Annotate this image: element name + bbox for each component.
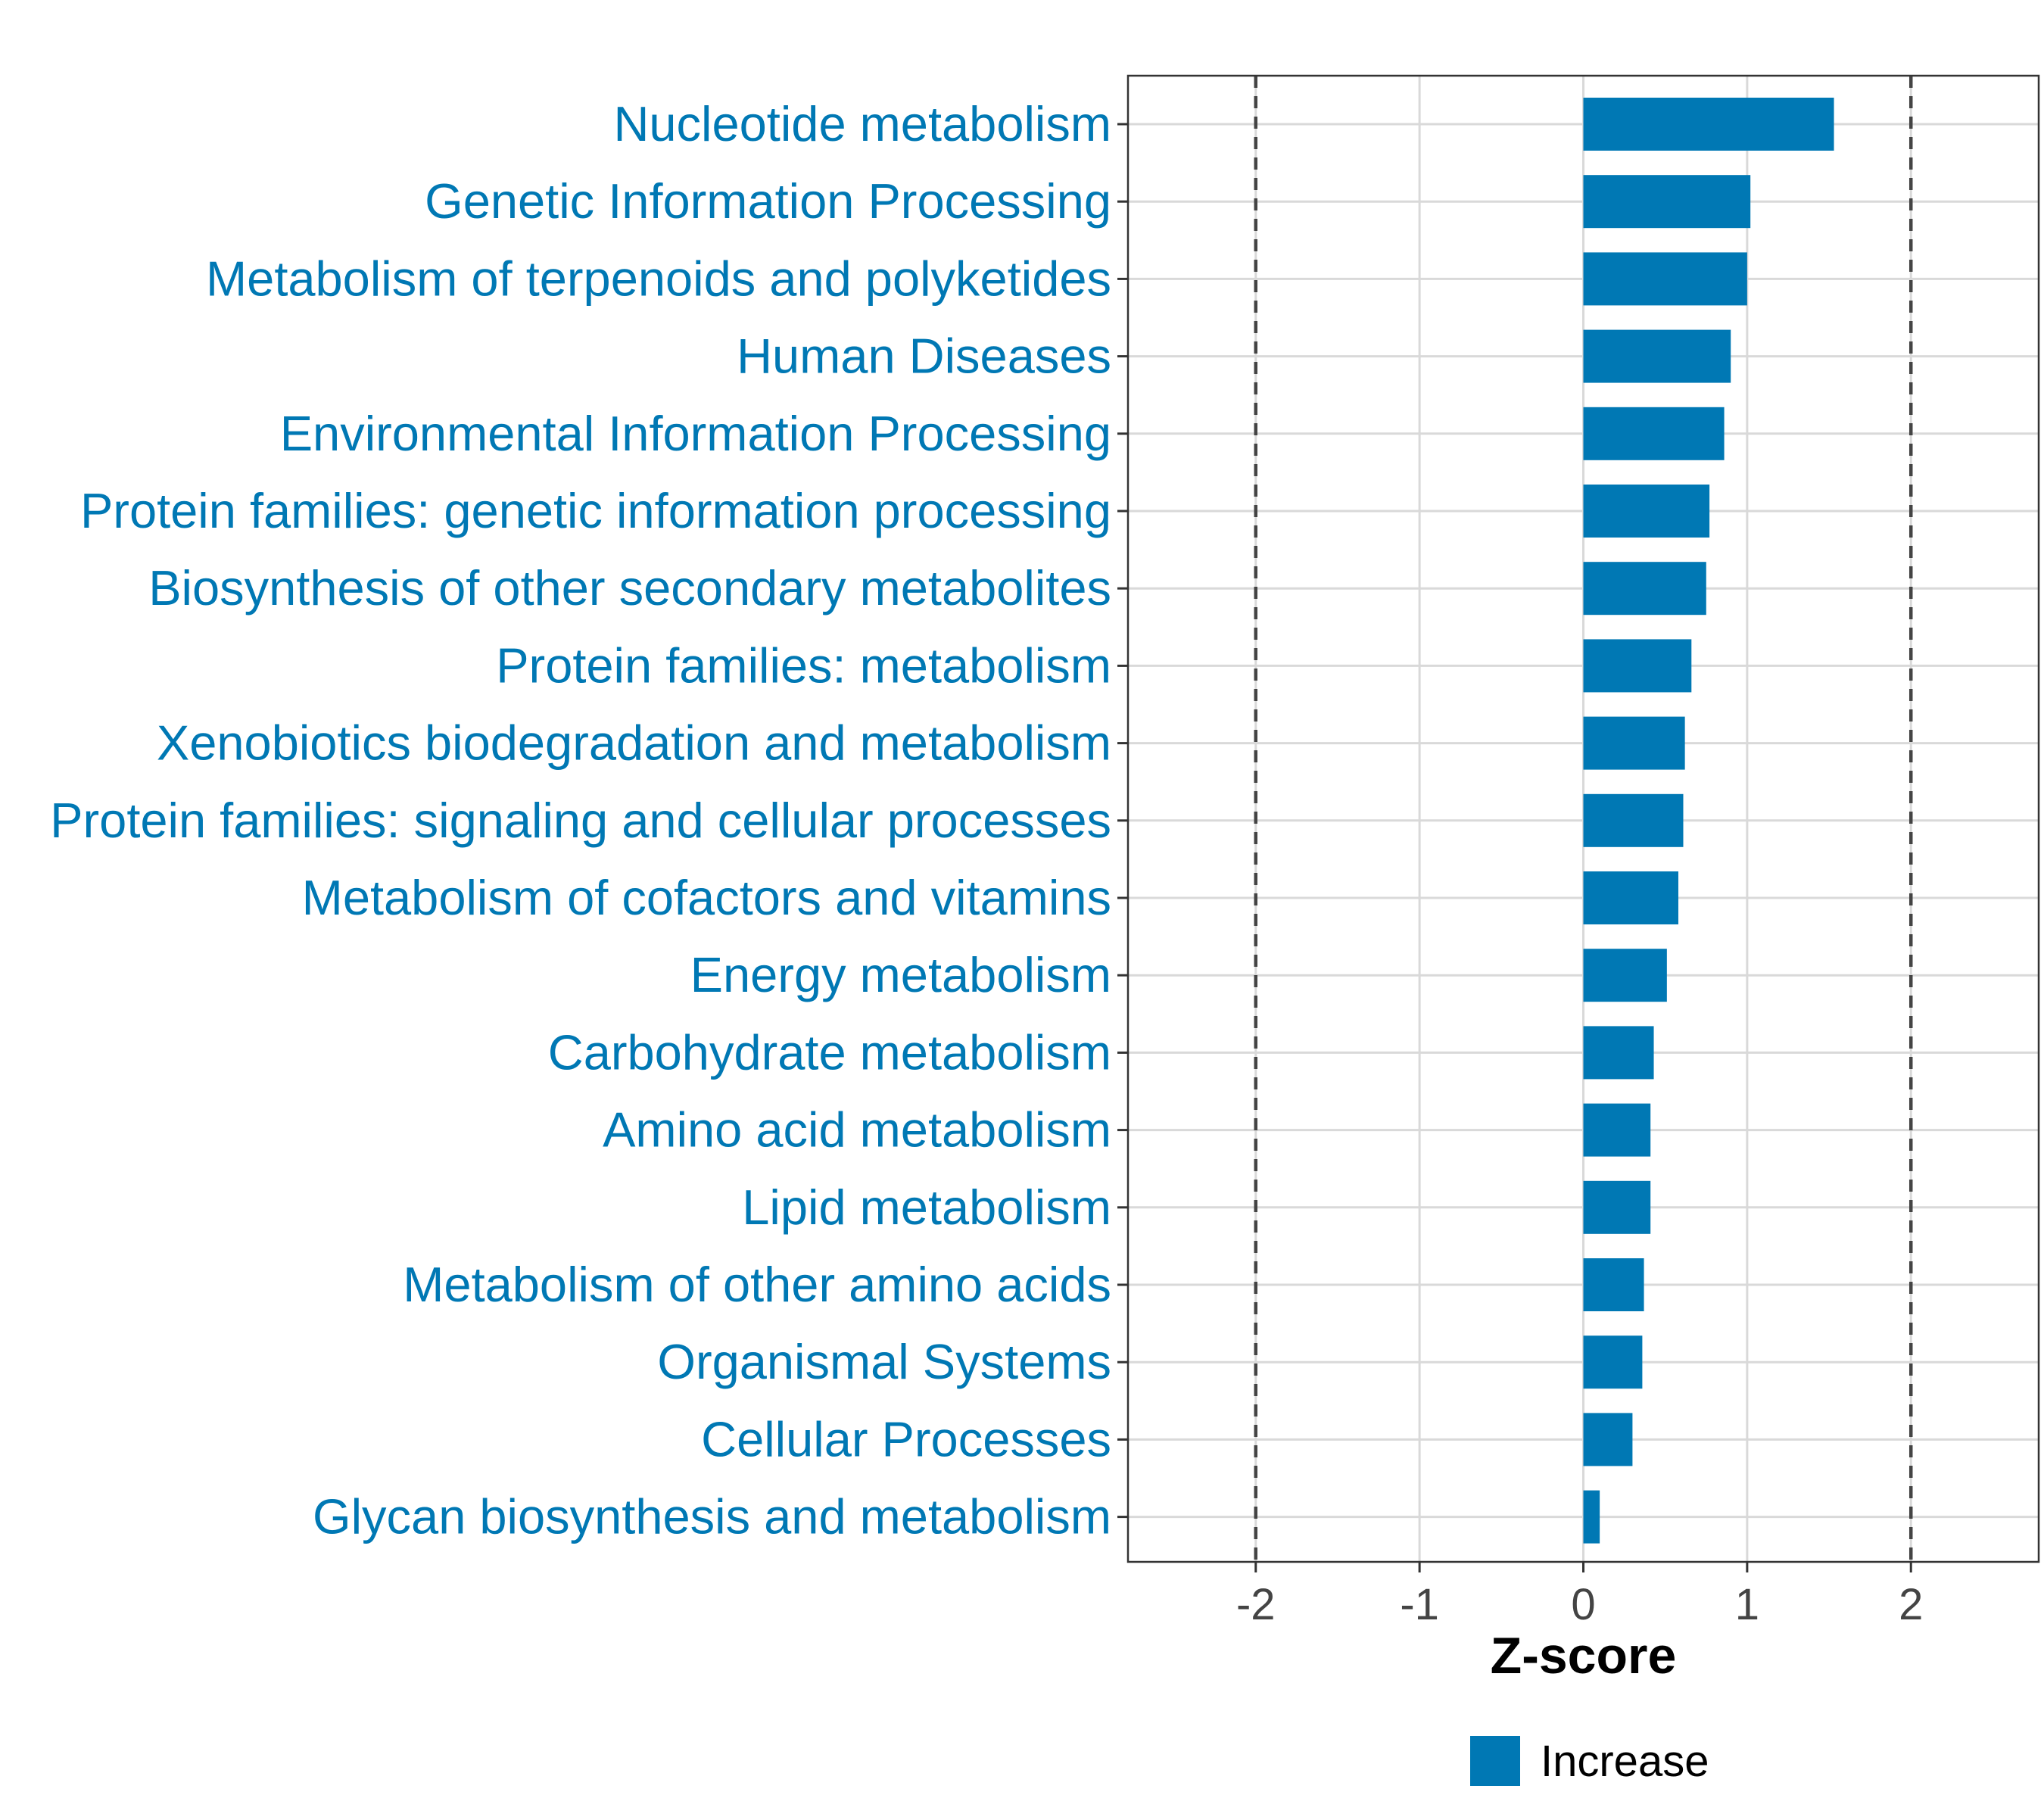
legend-swatch-increase xyxy=(1470,1736,1520,1786)
bar-2 xyxy=(1583,175,1751,229)
bar-1 xyxy=(1583,98,1834,151)
bar-7 xyxy=(1583,562,1706,616)
category-label: Biosynthesis of other secondary metaboli… xyxy=(148,560,1111,616)
bar-11 xyxy=(1583,871,1678,924)
legend: Increase xyxy=(1470,1736,1709,1786)
bar-17 xyxy=(1583,1335,1643,1389)
category-label: Protein families: signaling and cellular… xyxy=(50,793,1111,848)
bar-3 xyxy=(1583,252,1747,306)
category-label: Amino acid metabolism xyxy=(603,1102,1111,1158)
bar-18 xyxy=(1583,1413,1633,1466)
bar-15 xyxy=(1583,1180,1651,1234)
category-label: Protein families: genetic information pr… xyxy=(80,483,1111,538)
category-label: Environmental Information Processing xyxy=(280,406,1111,461)
bar-5 xyxy=(1583,407,1725,460)
y-axis-ticks: Nucleotide metabolism Genetic Information… xyxy=(50,96,1128,1544)
bar-16 xyxy=(1583,1258,1644,1311)
category-label: Cellular Processes xyxy=(701,1411,1111,1466)
category-label: Energy metabolism xyxy=(690,947,1111,1002)
category-label: Protein families: metabolism xyxy=(496,637,1111,693)
category-label: Xenobiotics biodegradation and metabolis… xyxy=(157,715,1111,771)
category-label: Metabolism of cofactors and vitamins xyxy=(302,870,1111,925)
reference-lines xyxy=(1254,76,1913,1562)
legend-label-increase: Increase xyxy=(1541,1737,1709,1786)
x-tick-label: -2 xyxy=(1236,1580,1276,1629)
category-label: Glycan biosynthesis and metabolism xyxy=(313,1489,1111,1544)
category-label: Metabolism of terpenoids and polyketides xyxy=(206,251,1111,306)
x-tick-label: 2 xyxy=(1899,1580,1923,1629)
x-axis-ticks: -2 -1 0 1 2 xyxy=(1236,1562,1923,1629)
bars xyxy=(1583,98,1834,1544)
bar-4 xyxy=(1583,329,1731,383)
category-label: Metabolism of other amino acids xyxy=(403,1257,1111,1312)
category-label: Lipid metabolism xyxy=(742,1180,1111,1235)
bar-19 xyxy=(1583,1490,1600,1544)
bar-8 xyxy=(1583,639,1692,693)
category-label: Nucleotide metabolism xyxy=(613,96,1111,151)
bar-12 xyxy=(1583,949,1667,1002)
bar-13 xyxy=(1583,1026,1654,1080)
bar-9 xyxy=(1583,716,1685,770)
bar-6 xyxy=(1583,485,1710,538)
category-label: Human Diseases xyxy=(737,329,1111,384)
bar-14 xyxy=(1583,1103,1651,1157)
category-label: Organismal Systems xyxy=(657,1334,1111,1389)
category-label: Carbohydrate metabolism xyxy=(548,1024,1111,1080)
bar-10 xyxy=(1583,793,1684,847)
x-tick-label: 1 xyxy=(1735,1580,1759,1629)
category-label: Genetic Information Processing xyxy=(425,173,1111,229)
x-axis-title: Z-score xyxy=(1491,1627,1677,1685)
x-tick-label: -1 xyxy=(1400,1580,1439,1629)
x-tick-label: 0 xyxy=(1571,1580,1595,1629)
